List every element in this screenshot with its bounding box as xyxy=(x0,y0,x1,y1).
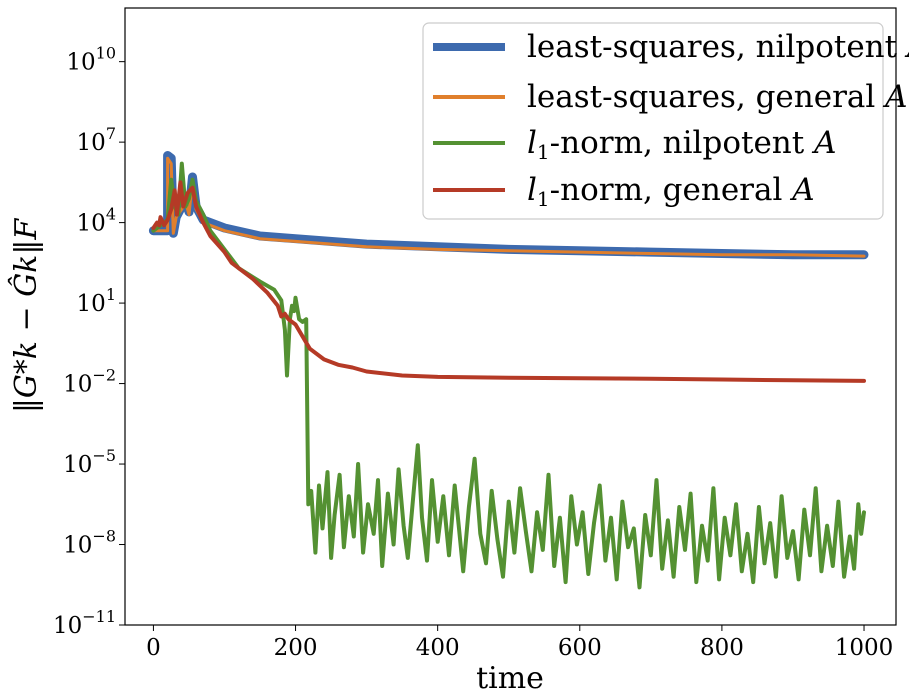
x-axis: 0 200 400 600 800 1000 xyxy=(146,625,893,661)
x-tick-label: 0 xyxy=(146,635,161,661)
y-tick-label: 107 xyxy=(77,124,116,156)
series-layer xyxy=(148,151,869,590)
x-tick-label: 1000 xyxy=(835,635,894,661)
x-tick-label: 200 xyxy=(274,635,318,661)
y-tick-label: 104 xyxy=(77,205,116,237)
x-axis-label: time xyxy=(476,661,544,696)
y-tick-label: 10−2 xyxy=(63,366,116,398)
y-tick-label: 10−5 xyxy=(63,446,116,478)
series-line-4 xyxy=(151,180,866,383)
legend-label-3: l1-norm, nilpotent A xyxy=(527,125,836,164)
y-tick-label: 1010 xyxy=(66,44,116,76)
y-tick-label: 10−8 xyxy=(63,527,116,559)
legend-label-4: l1-norm, general A xyxy=(527,172,815,211)
legend: least-squares, nilpotent A least-squares,… xyxy=(422,22,909,220)
legend-box xyxy=(422,22,884,220)
legend-label-2: least-squares, general A xyxy=(527,79,908,115)
x-tick-label: 800 xyxy=(700,635,744,661)
plot-frame xyxy=(124,7,897,626)
x-tick-label: 600 xyxy=(558,635,602,661)
y-tick-label: 10−11 xyxy=(53,607,116,639)
y-axis-label: ‖G*k − Ĝk‖F xyxy=(8,218,44,413)
legend-label-1: least-squares, nilpotent A xyxy=(527,29,909,65)
y-axis: 1010 107 104 101 10−2 10−5 10−8 10−11 xyxy=(53,44,125,639)
x-tick-label: 400 xyxy=(416,635,460,661)
y-tick-label: 101 xyxy=(77,285,116,317)
series-line-3 xyxy=(151,161,866,590)
